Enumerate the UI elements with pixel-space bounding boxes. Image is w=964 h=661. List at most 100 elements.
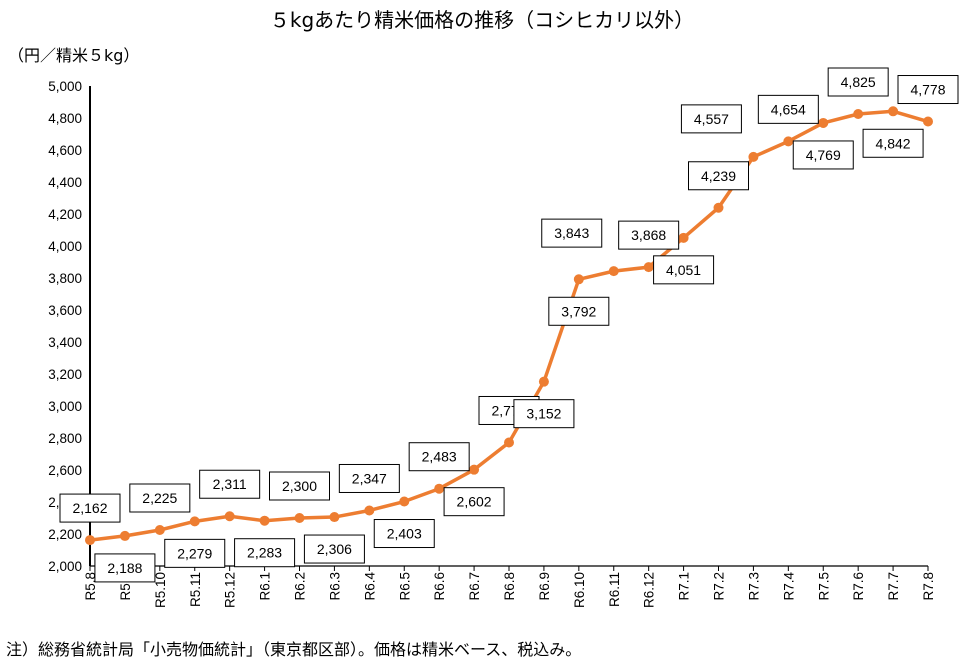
data-label: 4,778 — [897, 75, 959, 105]
x-tick-label: R5.12 — [223, 572, 238, 608]
y-tick-label: 4,000 — [48, 239, 82, 254]
data-label-box — [59, 493, 121, 523]
data-label-text: 4,769 — [806, 147, 841, 163]
x-tick-label: R7.3 — [746, 572, 761, 601]
data-point — [154, 525, 165, 535]
data-label: 4,825 — [827, 67, 889, 97]
y-tick-label: 4,600 — [48, 143, 82, 158]
x-tick-label: R6.5 — [397, 572, 412, 601]
data-label: 2,279 — [164, 538, 226, 568]
data-label-text: 4,051 — [666, 262, 701, 278]
data-point — [469, 464, 480, 475]
x-tick-label: R7.6 — [851, 572, 866, 601]
data-label-box — [618, 220, 680, 250]
y-axis-unit-label: （円／精米５kg） — [8, 46, 140, 65]
y-tick-label: 3,400 — [48, 335, 82, 350]
data-label-box — [164, 538, 226, 568]
data-label: 2,403 — [373, 519, 435, 549]
data-label-box — [129, 483, 191, 513]
x-tick-label: R6.9 — [537, 572, 552, 601]
data-label-text: 2,602 — [457, 494, 492, 510]
data-point — [538, 376, 549, 387]
data-label: 2,162 — [59, 493, 121, 523]
x-tick-label: R7.2 — [712, 572, 727, 601]
data-label-text: 4,557 — [694, 111, 729, 127]
data-point — [853, 109, 864, 119]
data-point — [713, 202, 724, 213]
x-tick-label: R5.10 — [153, 572, 168, 608]
data-label-text: 4,654 — [771, 101, 806, 117]
data-point — [783, 136, 794, 147]
data-label-box — [269, 471, 330, 501]
data-label: 4,239 — [688, 161, 749, 191]
data-label-box — [897, 75, 959, 105]
data-label: 2,347 — [338, 463, 400, 493]
data-label-box — [548, 296, 610, 326]
data-label: 3,868 — [618, 220, 680, 250]
data-label-text: 4,778 — [910, 82, 945, 98]
y-tick-label: 2,200 — [48, 527, 82, 542]
data-point — [364, 505, 375, 516]
data-label-text: 2,311 — [213, 476, 247, 492]
y-tick-labels: 2,0002,2002,4002,6002,8003,0003,2003,400… — [48, 79, 82, 574]
data-label-box — [862, 128, 924, 158]
data-label: 2,188 — [94, 553, 156, 583]
data-label: 2,225 — [129, 483, 191, 513]
data-point — [923, 116, 933, 127]
data-label-box — [303, 534, 365, 564]
y-tick-label: 3,800 — [48, 271, 82, 286]
x-tick-label: R6.6 — [432, 572, 447, 601]
data-point — [818, 117, 829, 128]
data-label-text: 3,152 — [526, 406, 561, 422]
x-tick-label: R6.2 — [293, 572, 308, 601]
y-tick-label: 2,800 — [48, 431, 82, 446]
x-tick-label: R6.1 — [258, 572, 273, 601]
data-label-text: 3,843 — [554, 225, 589, 241]
data-label-text: 2,283 — [247, 545, 282, 561]
data-label-box — [94, 553, 156, 583]
chart-title: ５kgあたり精米価格の推移（コシヒカリ以外） — [269, 8, 695, 32]
data-label-text: 2,279 — [177, 545, 212, 561]
x-tick-label: R6.10 — [572, 572, 587, 608]
data-point — [85, 535, 95, 546]
data-label-text: 4,842 — [876, 135, 911, 151]
data-point — [119, 530, 130, 541]
data-point — [294, 513, 305, 523]
data-label-box — [373, 519, 435, 549]
data-label-box — [513, 399, 575, 429]
y-tick-label: 5,000 — [48, 79, 82, 94]
x-tick-label: R7.5 — [816, 572, 831, 601]
data-label-box — [443, 487, 505, 517]
x-tick-label: R6.8 — [502, 572, 517, 601]
x-tick-label: R7.4 — [781, 572, 796, 601]
x-tick-label: R6.7 — [467, 572, 482, 601]
y-tick-label: 4,400 — [48, 175, 82, 190]
data-label-text: 2,162 — [72, 500, 107, 516]
data-label-box — [541, 218, 603, 248]
data-label-text: 2,483 — [422, 449, 457, 465]
data-label: 4,769 — [792, 140, 854, 170]
data-labels: 2,162 2,188 2,225 2,279 2,311 2,283 2,300 2,306… — [59, 67, 959, 583]
data-point — [434, 483, 445, 494]
data-point — [643, 262, 654, 273]
data-label: 2,300 — [269, 471, 330, 501]
data-label: 2,283 — [234, 538, 296, 568]
x-tick-label: R5.8 — [83, 572, 98, 601]
data-label: 2,602 — [443, 487, 505, 517]
data-label-box — [827, 67, 889, 97]
y-tick-label: 3,000 — [48, 399, 82, 414]
y-tick-label: 3,600 — [48, 303, 82, 318]
data-label-text: 2,403 — [387, 526, 422, 542]
x-tick-labels: R5.8 R5.9 R5.10 R5.11 R5.12 R6.1 R6.2 R6.3 R6.4 R… — [83, 566, 936, 608]
data-label-box — [688, 161, 749, 191]
data-label: 4,842 — [862, 128, 924, 158]
x-tick-label: R6.3 — [327, 572, 342, 601]
data-label-text: 3,792 — [561, 303, 596, 319]
data-label-box — [338, 463, 400, 493]
data-label-box — [234, 538, 296, 568]
data-label-box — [199, 469, 261, 499]
data-label-text: 3,868 — [631, 227, 666, 243]
data-label-text: 4,825 — [841, 74, 876, 90]
data-point — [504, 437, 514, 448]
